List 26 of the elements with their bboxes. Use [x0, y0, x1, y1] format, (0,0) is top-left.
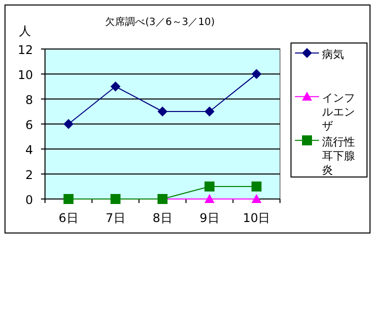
- x-tick-label: 6日: [58, 211, 78, 225]
- point: [110, 194, 120, 204]
- y-tick-label: 10: [18, 68, 33, 82]
- point: [204, 182, 214, 192]
- point: [158, 106, 168, 116]
- x-tick-label: 9日: [200, 211, 220, 225]
- point: [252, 69, 262, 79]
- y-tick-label: 4: [25, 143, 33, 157]
- y-tick-label: 6: [25, 118, 33, 132]
- point: [64, 119, 74, 129]
- chart-title: 欠席調べ(3／6～3／10): [105, 16, 215, 28]
- y-tick-label: 8: [25, 93, 33, 107]
- y-tick-label: 2: [25, 168, 33, 182]
- point: [110, 82, 120, 92]
- y-tick-label: 0: [25, 193, 33, 207]
- y-axis-title: 人: [19, 24, 31, 38]
- point: [64, 194, 74, 204]
- legend-label: 病気: [322, 48, 344, 61]
- legend-label: 流行性耳下腺炎: [322, 135, 355, 176]
- x-tick-label: 8日: [152, 211, 172, 225]
- x-tick-label: 7日: [106, 211, 126, 225]
- x-tick-label: 10日: [242, 211, 270, 225]
- point: [252, 182, 262, 192]
- legend-label: インフルエンザ: [322, 92, 355, 133]
- y-tick-label: 12: [18, 43, 33, 57]
- point: [204, 106, 214, 116]
